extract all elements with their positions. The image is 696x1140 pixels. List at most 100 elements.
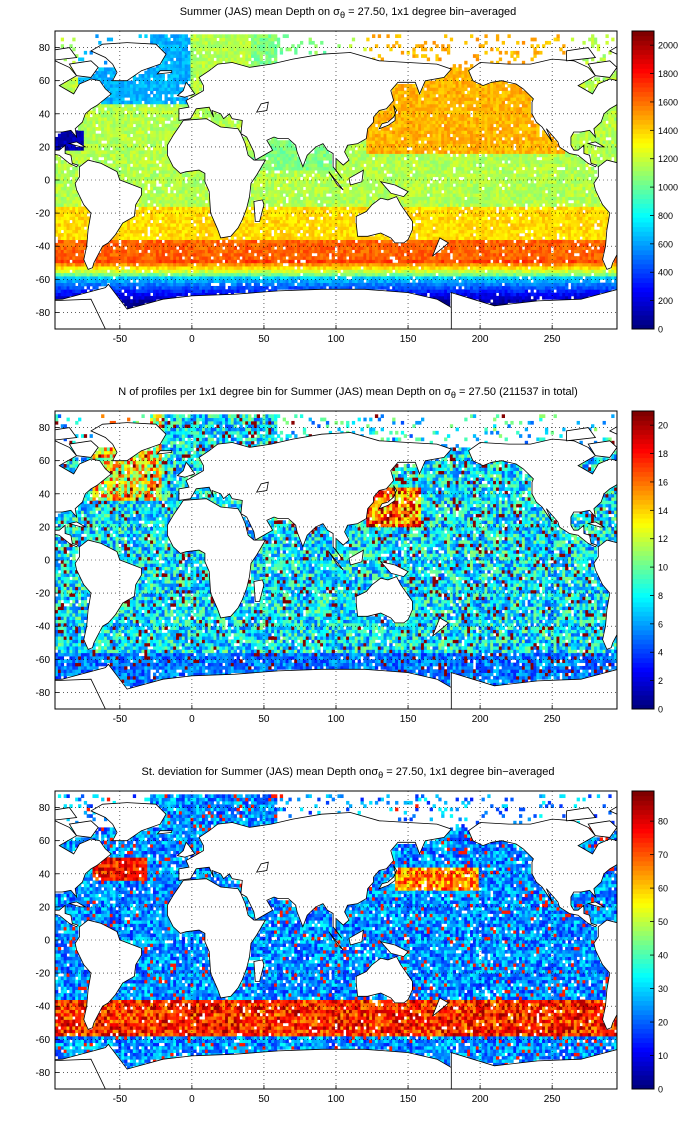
data-cell xyxy=(132,289,137,293)
data-cell xyxy=(585,229,589,234)
data-cell xyxy=(69,216,73,221)
data-cell xyxy=(536,292,540,297)
data-cell xyxy=(178,269,183,274)
data-cell xyxy=(602,213,606,217)
data-cell xyxy=(75,229,79,234)
data-cell xyxy=(129,256,134,260)
data-cell xyxy=(147,223,151,227)
data-cell xyxy=(340,266,344,270)
data-cell xyxy=(268,229,272,234)
data-cell xyxy=(423,193,428,197)
data-cell xyxy=(579,259,583,264)
data-cell xyxy=(470,292,474,297)
data-cell xyxy=(66,203,70,207)
data-cell xyxy=(141,259,145,264)
data-cell xyxy=(201,223,206,227)
data-cell xyxy=(585,256,589,260)
data-cell xyxy=(421,229,425,234)
data-cell xyxy=(150,203,154,207)
data-cell xyxy=(568,256,572,260)
data-cell xyxy=(470,285,474,290)
data-cell xyxy=(259,246,263,250)
data-cell xyxy=(467,246,471,250)
data-cell xyxy=(193,252,197,257)
data-cell xyxy=(530,292,534,297)
data-cell xyxy=(271,196,275,201)
data-cell xyxy=(57,256,62,260)
data-cell xyxy=(69,196,73,201)
data-cell xyxy=(222,272,226,277)
data-cell xyxy=(72,203,76,207)
data-cell xyxy=(167,242,171,247)
data-cell xyxy=(369,252,373,257)
data-cell xyxy=(158,203,163,207)
data-cell xyxy=(144,266,148,270)
data-cell xyxy=(118,282,122,287)
data-cell xyxy=(470,252,474,257)
data-cell xyxy=(213,266,217,270)
data-cell xyxy=(493,285,497,290)
data-cell xyxy=(386,193,390,197)
data-cell xyxy=(346,213,350,217)
data-cell xyxy=(207,229,212,234)
data-cell xyxy=(132,299,137,303)
data-cell xyxy=(363,256,367,260)
data-cell xyxy=(201,206,206,211)
data-cell xyxy=(164,232,168,237)
data-cell xyxy=(553,213,557,217)
data-cell xyxy=(173,256,177,260)
data-cell xyxy=(271,203,275,207)
data-cell xyxy=(124,302,128,307)
data-cell xyxy=(265,272,269,277)
data-cell xyxy=(516,196,520,201)
data-cell xyxy=(291,199,295,204)
data-cell xyxy=(135,252,139,257)
data-cell xyxy=(588,213,592,217)
data-cell xyxy=(403,276,408,280)
data-cell xyxy=(412,196,416,201)
data-cell xyxy=(392,242,396,247)
data-cell xyxy=(274,276,278,280)
data-cell xyxy=(323,269,327,274)
data-cell xyxy=(199,206,203,211)
data-cell xyxy=(227,289,232,293)
data-cell xyxy=(170,282,174,287)
data-cell xyxy=(141,226,145,231)
data-cell xyxy=(279,232,284,237)
data-cell xyxy=(472,203,477,207)
data-cell xyxy=(320,279,324,284)
data-cell xyxy=(403,196,408,201)
data-cell xyxy=(147,236,151,240)
data-cell xyxy=(593,206,598,211)
data-cell xyxy=(544,203,549,207)
data-cell xyxy=(63,252,67,257)
data-cell xyxy=(568,196,572,201)
data-cell xyxy=(207,239,212,244)
data-cell xyxy=(268,203,272,207)
data-cell xyxy=(351,269,356,274)
data-cell xyxy=(265,226,269,231)
data-cell xyxy=(138,209,142,214)
data-cell xyxy=(386,269,390,274)
data-cell xyxy=(256,249,261,254)
data-cell xyxy=(360,203,364,207)
data-cell xyxy=(599,206,603,211)
data-cell xyxy=(418,199,422,204)
data-cell xyxy=(256,242,261,247)
data-cell xyxy=(299,262,304,267)
data-cell xyxy=(294,276,298,280)
data-cell xyxy=(576,249,580,254)
data-cell xyxy=(176,252,180,257)
data-cell xyxy=(423,249,428,254)
data-cell xyxy=(78,259,82,264)
data-cell xyxy=(248,236,252,240)
data-cell xyxy=(458,282,462,287)
data-cell xyxy=(201,285,206,290)
data-cell xyxy=(343,229,347,234)
data-cell xyxy=(291,276,295,280)
data-cell xyxy=(121,229,125,234)
data-cell xyxy=(418,203,422,207)
data-cell xyxy=(510,299,514,303)
data-cell xyxy=(199,236,203,240)
data-cell xyxy=(568,279,572,284)
